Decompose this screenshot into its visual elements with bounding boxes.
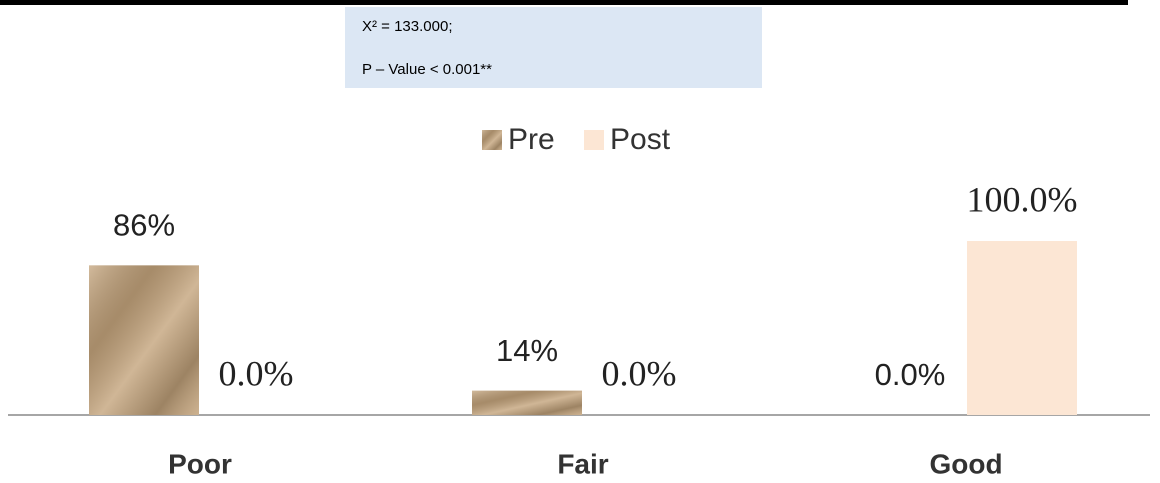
annotation-box bbox=[345, 7, 762, 88]
data-label: 0.0% bbox=[602, 353, 677, 393]
data-label: 86% bbox=[113, 208, 175, 243]
annotation: P – Value < 0.001** bbox=[362, 61, 492, 78]
top-border bbox=[0, 0, 1128, 5]
x-tick-label: Good bbox=[929, 448, 1002, 479]
annotation: X² = 133.000; bbox=[362, 18, 452, 35]
legend-swatch bbox=[584, 130, 604, 150]
bar bbox=[967, 241, 1077, 415]
bar-texture bbox=[89, 265, 199, 415]
bar-texture bbox=[472, 390, 582, 415]
data-label: 0.0% bbox=[875, 357, 946, 392]
x-tick-label: Poor bbox=[168, 448, 232, 479]
data-label: 100.0% bbox=[967, 179, 1078, 219]
x-tick-label: Fair bbox=[557, 448, 608, 479]
data-label: 0.0% bbox=[219, 353, 294, 393]
legend-label: Post bbox=[610, 123, 671, 156]
legend-swatch-texture bbox=[482, 130, 502, 150]
data-label: 14% bbox=[496, 333, 558, 368]
legend-label: Pre bbox=[508, 123, 555, 156]
